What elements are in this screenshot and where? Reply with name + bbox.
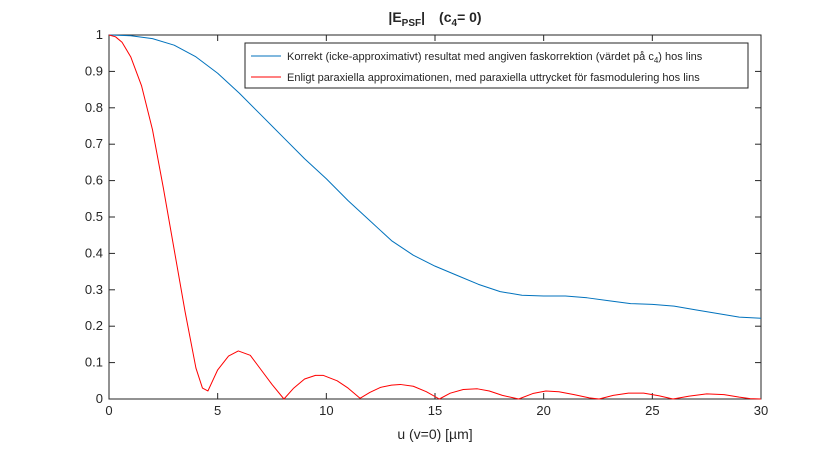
x-tick-label: 0 xyxy=(105,403,112,418)
x-tick-label: 30 xyxy=(754,403,768,418)
legend-box xyxy=(244,42,749,89)
legend-label-1: Enligt paraxiella approximationen, med p… xyxy=(287,72,700,84)
y-tick-label: 1 xyxy=(96,27,103,42)
axes-box xyxy=(108,34,762,400)
y-tick-label: 0.5 xyxy=(85,209,103,224)
series-line-0 xyxy=(108,34,762,319)
y-tick-label: 0.7 xyxy=(85,136,103,151)
y-tick-label: 0.2 xyxy=(85,318,103,333)
y-tick-label: 0.4 xyxy=(85,245,103,260)
y-axis: 0 0.1 0.2 0.3 0.4 0.5 0.6 0.7 0.8 0.9 1 xyxy=(85,27,761,406)
x-tick-label: 10 xyxy=(319,403,333,418)
y-tick-label: 0 xyxy=(96,391,103,406)
x-axis-label: u (v=0) [µm] xyxy=(397,426,472,442)
y-tick-label: 0.6 xyxy=(85,173,103,188)
y-tick-label: 0.1 xyxy=(85,355,103,370)
x-tick-label: 5 xyxy=(214,403,221,418)
chart-title: |EPSF| (c4= 0) xyxy=(388,9,481,29)
x-tick-label: 15 xyxy=(428,403,442,418)
x-axis: 0 5 10 15 20 25 30 xyxy=(105,35,768,418)
legend-label-0: Korrekt (icke-approximativt) resultat me… xyxy=(287,51,703,65)
series-layer xyxy=(108,34,762,400)
x-tick-label: 25 xyxy=(645,403,659,418)
y-tick-label: 0.9 xyxy=(85,63,103,78)
y-tick-label: 0.8 xyxy=(85,100,103,115)
plot-area: 0 5 10 15 20 25 30 0 0.1 0.2 0.3 0.4 0.5 0.6 0.7 0.8 0.… xyxy=(85,27,768,418)
x-tick-label: 20 xyxy=(536,403,550,418)
y-tick-label: 0.3 xyxy=(85,282,103,297)
series-line-1 xyxy=(108,34,762,400)
legend: Korrekt (icke-approximativt) resultat me… xyxy=(244,42,749,89)
